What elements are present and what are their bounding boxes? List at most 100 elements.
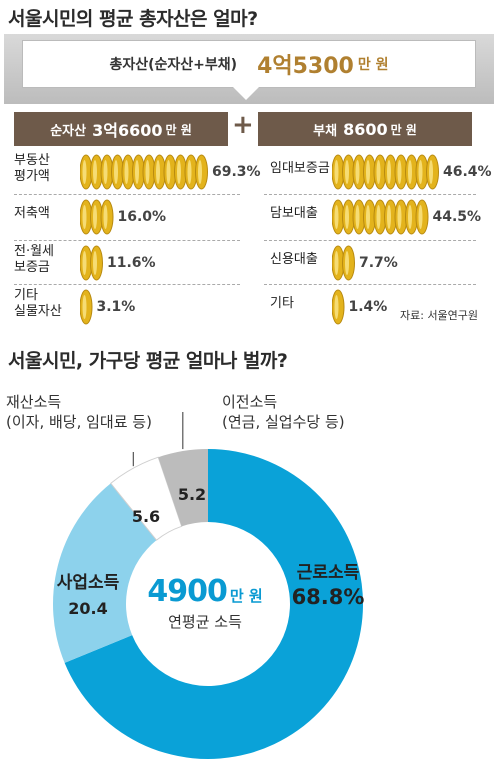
coin-highlight — [93, 160, 97, 184]
right-row-percent: 7.7% — [359, 255, 398, 271]
coin-highlight — [103, 160, 108, 184]
right-coin-bar — [332, 245, 355, 281]
right-row-percent: 1.4% — [348, 299, 388, 315]
coin-highlight — [366, 205, 370, 229]
total-assets-value: 4억5300 — [257, 54, 354, 79]
total-pointer-arrow — [232, 86, 260, 100]
row-separator — [14, 284, 240, 285]
left-row-percent: 11.6% — [107, 255, 156, 271]
left-coin-bar — [80, 289, 93, 325]
coin-highlight — [82, 295, 87, 319]
row-separator — [14, 240, 240, 241]
donut-center-label: 연평균 소득 — [168, 613, 242, 631]
right-row-label: 신용대출 — [270, 252, 318, 267]
slice-business-income — [52, 483, 157, 663]
coin-highlight — [429, 160, 433, 184]
transfer-income-annotation: 이전소득 (연금, 실업수당 등) — [222, 392, 345, 432]
coin-highlight — [408, 160, 412, 184]
coin-highlight — [345, 160, 349, 184]
slice-transfer-income-value: 5.2 — [178, 485, 206, 504]
right-coin-bar — [332, 199, 429, 235]
coin-highlight — [93, 251, 97, 275]
slice-earned-income-name: 근로소득 — [297, 563, 360, 583]
row-separator — [264, 284, 476, 285]
coin-highlight — [355, 160, 360, 184]
slice-business-income-name: 사업소득 — [57, 573, 120, 593]
coin-highlight — [397, 205, 402, 229]
coin-highlight — [124, 160, 129, 184]
debt-unit: 만 원 — [390, 122, 417, 137]
coin-highlight — [93, 205, 97, 229]
coin-highlight — [334, 295, 339, 319]
coin-highlight — [198, 160, 202, 184]
plus-sign: + — [232, 110, 254, 140]
right-coin-bar — [332, 154, 439, 190]
left-row-label: 저축액 — [14, 206, 50, 221]
total-assets-box: 총자산(순자산+부채) 4억5300 만 원 — [22, 40, 476, 88]
coin-highlight — [376, 160, 381, 184]
left-coin-bar — [80, 199, 114, 235]
coin-highlight — [334, 160, 339, 184]
coin-highlight — [345, 251, 349, 275]
page-title: 서울시민의 평균 총자산은 얼마? — [8, 8, 258, 30]
transfer-income-title: 이전소득 — [222, 393, 278, 411]
net-assets-box: 순자산 3억6600 만 원 — [14, 112, 228, 146]
debt-label: 부채 — [313, 123, 338, 139]
property-income-title: 재산소득 — [6, 393, 62, 411]
donut-center: 4900 만 원 연평균 소득 — [130, 574, 280, 632]
left-coin-bar — [80, 245, 103, 281]
coin-highlight — [376, 205, 381, 229]
coin-highlight — [387, 205, 391, 229]
coin-highlight — [397, 160, 402, 184]
coin-highlight — [366, 160, 370, 184]
coin-highlight — [156, 160, 160, 184]
transfer-income-detail: (연금, 실업수당 등) — [222, 413, 345, 431]
right-row-label: 임대보증금 — [270, 161, 330, 176]
row-separator — [264, 240, 476, 241]
coin-highlight — [177, 160, 181, 184]
coin-highlight — [418, 160, 423, 184]
coin-highlight — [114, 160, 118, 184]
coin-highlight — [166, 160, 171, 184]
left-row-label: 기타 실물자산 — [14, 288, 62, 319]
debt-value: 8600 — [343, 119, 388, 139]
slice-earned-income — [64, 449, 363, 759]
right-row-percent: 46.4% — [443, 164, 492, 180]
coin-highlight — [387, 160, 391, 184]
net-assets-value: 3억6600 — [92, 121, 163, 140]
coin-highlight — [408, 205, 412, 229]
net-assets-label: 순자산 — [50, 123, 87, 139]
left-row-percent: 69.3% — [212, 164, 261, 180]
property-income-detail: (이자, 배당, 임대료 등) — [6, 413, 152, 431]
right-row-label: 담보대출 — [270, 206, 318, 221]
slice-transfer-income — [158, 449, 208, 527]
property-income-annotation: 재산소득 (이자, 배당, 임대료 등) — [6, 392, 152, 432]
left-row-percent: 16.0% — [117, 209, 167, 225]
coin-highlight — [145, 160, 150, 184]
coin-highlight — [82, 251, 87, 275]
donut-center-value: 4900 — [147, 574, 227, 609]
right-row-label: 기타 — [270, 296, 294, 311]
left-row-label: 전·월세 보증금 — [14, 244, 55, 275]
coin-highlight — [82, 205, 87, 229]
coin-highlight — [334, 251, 339, 275]
source-note: 자료: 서울연구원 — [400, 309, 479, 322]
total-assets-unit: 만 원 — [357, 57, 389, 73]
coin-highlight — [82, 160, 87, 184]
total-assets-label: 총자산(순자산+부채) — [109, 57, 238, 73]
slice-business-income-value: 20.4 — [68, 599, 107, 618]
left-row-label: 부동산 평가액 — [14, 153, 50, 184]
donut-center-unit: 만 원 — [229, 587, 263, 605]
coin-highlight — [345, 205, 349, 229]
coin-highlight — [135, 160, 139, 184]
income-title: 서울시민, 가구당 평균 얼마나 벌까? — [8, 350, 288, 372]
left-coin-bar — [80, 154, 208, 190]
debt-box: 부채 8600 만 원 — [258, 112, 472, 146]
right-coin-bar — [332, 289, 345, 325]
slice-earned-income-value: 68.8% — [292, 585, 365, 609]
right-row-percent: 44.5% — [432, 209, 482, 225]
coin-highlight — [103, 205, 108, 229]
row-separator — [264, 194, 476, 195]
slice-property-income-value: 5.6 — [132, 507, 160, 526]
